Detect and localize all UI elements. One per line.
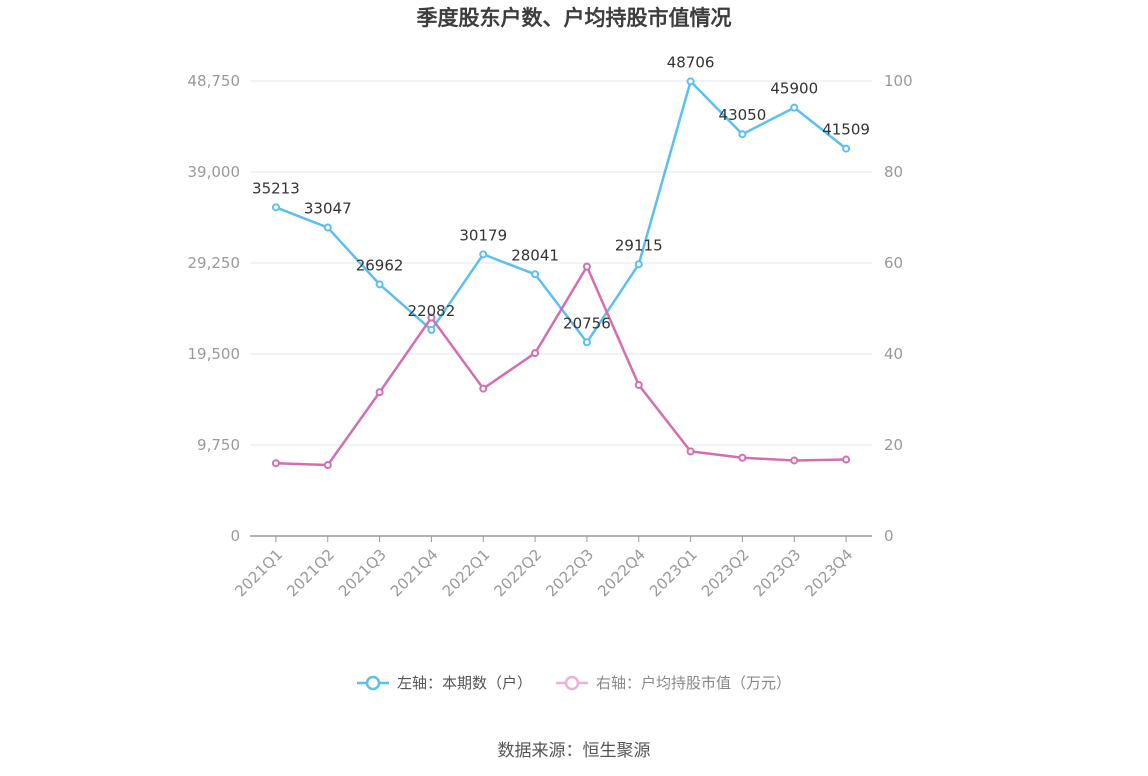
- data-label-left: 43050: [719, 106, 767, 124]
- right-axis-tick-label: 40: [884, 345, 903, 363]
- x-axis-tick-label: 2023Q2: [698, 546, 753, 601]
- data-label-left: 35213: [252, 179, 300, 197]
- data-point-left: [427, 325, 436, 334]
- data-label-left: 26962: [356, 256, 404, 274]
- right-axis-tick-label: 100: [884, 72, 913, 90]
- data-point-right: [531, 349, 540, 358]
- series-line-right: [275, 265, 847, 467]
- legend-label-left: 左轴：本期数（户）: [396, 674, 532, 692]
- data-point-right: [479, 384, 488, 393]
- x-axis-tick-label: 2022Q1: [439, 546, 494, 601]
- x-axis-tick-label: 2021Q3: [335, 546, 390, 601]
- x-axis-tick-label: 2023Q1: [646, 546, 701, 601]
- x-axis-tick-label: 2022Q3: [542, 546, 597, 601]
- x-axis-tick-label: 2021Q1: [231, 546, 286, 601]
- data-point-right: [790, 456, 799, 465]
- data-point-left: [686, 77, 695, 86]
- x-axis-tick-label: 2021Q2: [283, 546, 338, 601]
- x-axis-tick-label: 2023Q4: [802, 546, 857, 601]
- data-label-left: 22082: [408, 302, 456, 320]
- right-axis-tick-label: 80: [884, 163, 903, 181]
- left-axis-tick-label: 19,500: [188, 345, 241, 363]
- right-axis-tick-label: 60: [884, 254, 903, 272]
- data-point-left: [842, 144, 851, 153]
- data-point-left: [375, 280, 384, 289]
- data-point-left: [790, 103, 799, 112]
- data-label-left: 48706: [667, 53, 715, 71]
- data-point-right: [738, 453, 747, 462]
- data-label-left: 41509: [822, 121, 870, 139]
- data-point-left: [634, 260, 643, 269]
- left-axis-tick-label: 0: [230, 527, 240, 545]
- legend-item-left[interactable]: 左轴：本期数（户）: [356, 672, 532, 693]
- right-axis-tick-label: 0: [884, 527, 894, 545]
- data-point-left: [323, 223, 332, 232]
- x-axis-tick-label: 2023Q3: [750, 546, 805, 601]
- legend-item-right[interactable]: 右轴：户均持股市值（万元）: [556, 672, 791, 693]
- data-point-right: [271, 459, 280, 468]
- legend-label-right: 右轴：户均持股市值（万元）: [596, 674, 792, 692]
- data-point-left: [531, 270, 540, 279]
- data-point-right: [375, 388, 384, 397]
- legend-marker-left-icon: [356, 675, 389, 690]
- x-axis-tick-label: 2022Q4: [594, 546, 649, 601]
- data-label-left: 20756: [563, 314, 611, 332]
- left-axis-tick-label: 29,250: [188, 254, 241, 272]
- data-point-right: [686, 447, 695, 456]
- legend: 左轴：本期数（户） 右轴：户均持股市值（万元）: [0, 672, 1148, 693]
- data-point-left: [582, 338, 591, 347]
- data-point-right: [427, 313, 436, 322]
- data-point-left: [738, 130, 747, 139]
- data-point-right: [842, 455, 851, 464]
- legend-marker-right-icon: [556, 675, 588, 690]
- data-point-left: [479, 250, 488, 259]
- data-point-right: [634, 380, 643, 389]
- x-axis-tick-label: 2021Q4: [387, 546, 442, 601]
- x-axis-tick-label: 2022Q2: [491, 546, 546, 601]
- chart-title: 季度股东户数、户均持股市值情况: [416, 6, 732, 30]
- data-label-left: 29115: [615, 236, 663, 254]
- data-point-right: [323, 461, 332, 470]
- data-source: 数据来源：恒生聚源: [497, 741, 651, 761]
- data-label-left: 33047: [304, 200, 352, 218]
- data-point-right: [582, 262, 591, 271]
- left-axis-tick-label: 9,750: [197, 436, 240, 454]
- data-label-left: 28041: [511, 246, 559, 264]
- data-point-left: [271, 203, 280, 212]
- data-label-left: 45900: [770, 80, 818, 98]
- left-axis-tick-label: 48,750: [188, 72, 241, 90]
- left-axis-tick-label: 39,000: [188, 163, 241, 181]
- data-label-left: 30179: [459, 226, 507, 244]
- right-axis-tick-label: 20: [884, 436, 903, 454]
